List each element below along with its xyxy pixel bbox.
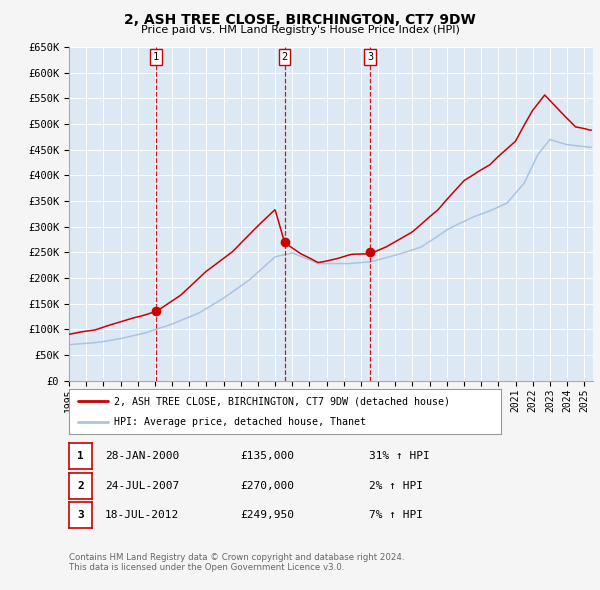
Text: 2, ASH TREE CLOSE, BIRCHINGTON, CT7 9DW (detached house): 2, ASH TREE CLOSE, BIRCHINGTON, CT7 9DW …: [115, 397, 451, 407]
Text: 18-JUL-2012: 18-JUL-2012: [105, 510, 179, 520]
Text: 1: 1: [77, 451, 84, 461]
Text: 2, ASH TREE CLOSE, BIRCHINGTON, CT7 9DW: 2, ASH TREE CLOSE, BIRCHINGTON, CT7 9DW: [124, 13, 476, 27]
Text: 1: 1: [153, 52, 159, 62]
Text: 7% ↑ HPI: 7% ↑ HPI: [369, 510, 423, 520]
Text: This data is licensed under the Open Government Licence v3.0.: This data is licensed under the Open Gov…: [69, 563, 344, 572]
Text: 3: 3: [77, 510, 84, 520]
Text: 2: 2: [77, 481, 84, 490]
Text: 2: 2: [281, 52, 287, 62]
Text: £135,000: £135,000: [240, 451, 294, 461]
Text: 28-JAN-2000: 28-JAN-2000: [105, 451, 179, 461]
Text: 2% ↑ HPI: 2% ↑ HPI: [369, 481, 423, 490]
Text: £249,950: £249,950: [240, 510, 294, 520]
Text: HPI: Average price, detached house, Thanet: HPI: Average price, detached house, Than…: [115, 417, 367, 427]
Text: Price paid vs. HM Land Registry's House Price Index (HPI): Price paid vs. HM Land Registry's House …: [140, 25, 460, 35]
Text: £270,000: £270,000: [240, 481, 294, 490]
Text: Contains HM Land Registry data © Crown copyright and database right 2024.: Contains HM Land Registry data © Crown c…: [69, 553, 404, 562]
Text: 3: 3: [367, 52, 373, 62]
Text: 24-JUL-2007: 24-JUL-2007: [105, 481, 179, 490]
Text: 31% ↑ HPI: 31% ↑ HPI: [369, 451, 430, 461]
